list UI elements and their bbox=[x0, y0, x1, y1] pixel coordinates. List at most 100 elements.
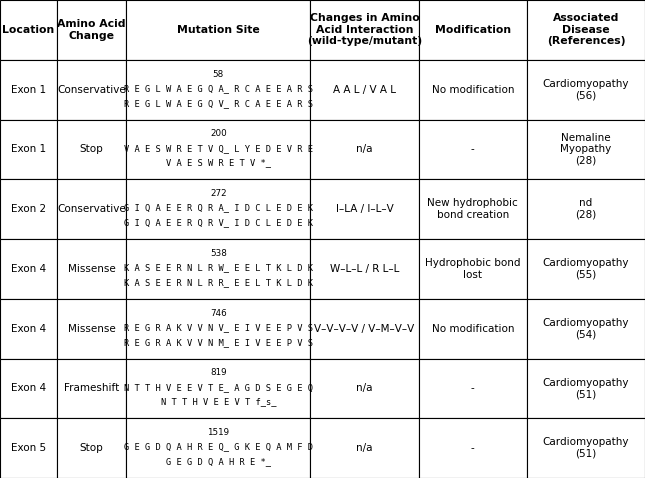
Text: K A S E E R N L R W̲ E E L T K L D K: K A S E E R N L R W̲ E E L T K L D K bbox=[124, 263, 313, 272]
Bar bbox=[0, 60, 57, 120]
Text: 746: 746 bbox=[210, 309, 226, 317]
Text: n/a: n/a bbox=[356, 383, 373, 393]
Text: Modification: Modification bbox=[435, 25, 511, 35]
Bar bbox=[419, 120, 527, 179]
Bar bbox=[527, 179, 645, 239]
Text: K A S E E R N L R R̲ E E L T K L D K: K A S E E R N L R R̲ E E L T K L D K bbox=[124, 278, 313, 287]
Bar bbox=[57, 60, 126, 120]
Text: G E G D Q A H R E *̲: G E G D Q A H R E *̲ bbox=[166, 457, 271, 467]
Text: -: - bbox=[471, 383, 475, 393]
Text: Exon 4: Exon 4 bbox=[11, 383, 46, 393]
Text: Conservative: Conservative bbox=[57, 85, 126, 95]
Bar bbox=[527, 120, 645, 179]
Text: N T T H V E E V T E̲ A G D S E G E Q: N T T H V E E V T E̲ A G D S E G E Q bbox=[124, 383, 313, 391]
Text: G I Q A E E R Q R A̲ I D C L E D E K: G I Q A E E R Q R A̲ I D C L E D E K bbox=[124, 204, 313, 212]
Text: Exon 1: Exon 1 bbox=[11, 144, 46, 154]
Text: R E G L W A E G Q V̲ R C A E E A R S: R E G L W A E G Q V̲ R C A E E A R S bbox=[124, 99, 313, 108]
Bar bbox=[126, 418, 310, 478]
Text: Exon 5: Exon 5 bbox=[11, 443, 46, 453]
Text: I–LA / I–L–V: I–LA / I–L–V bbox=[335, 204, 393, 214]
Text: Stop: Stop bbox=[80, 144, 103, 154]
Text: Missense: Missense bbox=[68, 324, 115, 334]
Bar bbox=[57, 179, 126, 239]
Text: Conservative: Conservative bbox=[57, 204, 126, 214]
Bar bbox=[0, 358, 57, 418]
Bar bbox=[310, 60, 419, 120]
Text: Frameshift: Frameshift bbox=[64, 383, 119, 393]
Bar bbox=[0, 299, 57, 358]
Text: R E G R A K V V N M̲ E I V E E P V S: R E G R A K V V N M̲ E I V E E P V S bbox=[124, 338, 313, 347]
Text: 538: 538 bbox=[210, 249, 227, 258]
Text: Location: Location bbox=[2, 25, 55, 35]
Text: G I Q A E E R Q R V̲ I D C L E D E K: G I Q A E E R Q R V̲ I D C L E D E K bbox=[124, 218, 313, 228]
Bar bbox=[57, 239, 126, 299]
Text: Changes in Amino
Acid Interaction
(wild-type/mutant): Changes in Amino Acid Interaction (wild-… bbox=[307, 13, 422, 46]
Text: 58: 58 bbox=[213, 70, 224, 78]
Text: V A E S W R E T V *̲: V A E S W R E T V *̲ bbox=[166, 159, 271, 168]
Text: W–L–L / R L–L: W–L–L / R L–L bbox=[330, 264, 399, 274]
Bar bbox=[0, 120, 57, 179]
Text: Missense: Missense bbox=[68, 264, 115, 274]
Text: -: - bbox=[471, 144, 475, 154]
Text: A A L / V A L: A A L / V A L bbox=[333, 85, 396, 95]
Bar bbox=[57, 358, 126, 418]
Bar bbox=[126, 239, 310, 299]
Bar bbox=[310, 179, 419, 239]
Text: Amino Acid
Change: Amino Acid Change bbox=[57, 19, 126, 41]
Text: Cardiomyopathy
(51): Cardiomyopathy (51) bbox=[542, 378, 630, 399]
Text: n/a: n/a bbox=[356, 144, 373, 154]
Bar bbox=[0, 0, 57, 60]
Text: R E G L W A E G Q A̲ R C A E E A R S: R E G L W A E G Q A̲ R C A E E A R S bbox=[124, 84, 313, 93]
Bar bbox=[310, 299, 419, 358]
Text: Nemaline
Myopathy
(28): Nemaline Myopathy (28) bbox=[561, 133, 611, 166]
Text: Hydrophobic bond
lost: Hydrophobic bond lost bbox=[425, 258, 521, 280]
Bar bbox=[527, 358, 645, 418]
Text: Cardiomyopathy
(51): Cardiomyopathy (51) bbox=[542, 437, 630, 459]
Text: N T T H V E E V T f̲s̲: N T T H V E E V T f̲s̲ bbox=[161, 398, 276, 407]
Text: Associated
Disease
(References): Associated Disease (References) bbox=[547, 13, 625, 46]
Bar bbox=[0, 179, 57, 239]
Text: V A E S W R E T V Q̲ L Y E D E V R E: V A E S W R E T V Q̲ L Y E D E V R E bbox=[124, 144, 313, 152]
Bar bbox=[126, 179, 310, 239]
Text: R E G R A K V V N V̲ E I V E E P V S: R E G R A K V V N V̲ E I V E E P V S bbox=[124, 323, 313, 332]
Bar bbox=[419, 0, 527, 60]
Bar bbox=[57, 120, 126, 179]
Bar bbox=[310, 120, 419, 179]
Text: Exon 4: Exon 4 bbox=[11, 324, 46, 334]
Bar bbox=[126, 299, 310, 358]
Text: 200: 200 bbox=[210, 130, 226, 138]
Bar bbox=[527, 60, 645, 120]
Bar bbox=[527, 0, 645, 60]
Text: Exon 4: Exon 4 bbox=[11, 264, 46, 274]
Bar bbox=[0, 418, 57, 478]
Bar bbox=[57, 418, 126, 478]
Text: Mutation Site: Mutation Site bbox=[177, 25, 260, 35]
Text: Exon 2: Exon 2 bbox=[11, 204, 46, 214]
Text: 1519: 1519 bbox=[207, 428, 230, 437]
Bar bbox=[0, 239, 57, 299]
Text: V–V–V–V / V–M–V–V: V–V–V–V / V–M–V–V bbox=[314, 324, 415, 334]
Bar bbox=[419, 239, 527, 299]
Bar bbox=[419, 60, 527, 120]
Text: Cardiomyopathy
(55): Cardiomyopathy (55) bbox=[542, 258, 630, 280]
Text: No modification: No modification bbox=[432, 85, 514, 95]
Text: nd
(28): nd (28) bbox=[575, 198, 597, 220]
Text: Cardiomyopathy
(56): Cardiomyopathy (56) bbox=[542, 79, 630, 100]
Bar bbox=[527, 239, 645, 299]
Bar bbox=[310, 0, 419, 60]
Bar bbox=[419, 299, 527, 358]
Text: New hydrophobic
bond creation: New hydrophobic bond creation bbox=[428, 198, 518, 220]
Bar bbox=[57, 299, 126, 358]
Text: G E G D Q A H R E Q̲ G K E Q A M F D: G E G D Q A H R E Q̲ G K E Q A M F D bbox=[124, 443, 313, 451]
Bar bbox=[419, 418, 527, 478]
Bar bbox=[419, 358, 527, 418]
Bar bbox=[310, 418, 419, 478]
Bar bbox=[310, 239, 419, 299]
Bar bbox=[57, 0, 126, 60]
Bar bbox=[126, 60, 310, 120]
Text: 272: 272 bbox=[210, 189, 226, 198]
Bar bbox=[527, 418, 645, 478]
Bar bbox=[419, 179, 527, 239]
Text: n/a: n/a bbox=[356, 443, 373, 453]
Text: Stop: Stop bbox=[80, 443, 103, 453]
